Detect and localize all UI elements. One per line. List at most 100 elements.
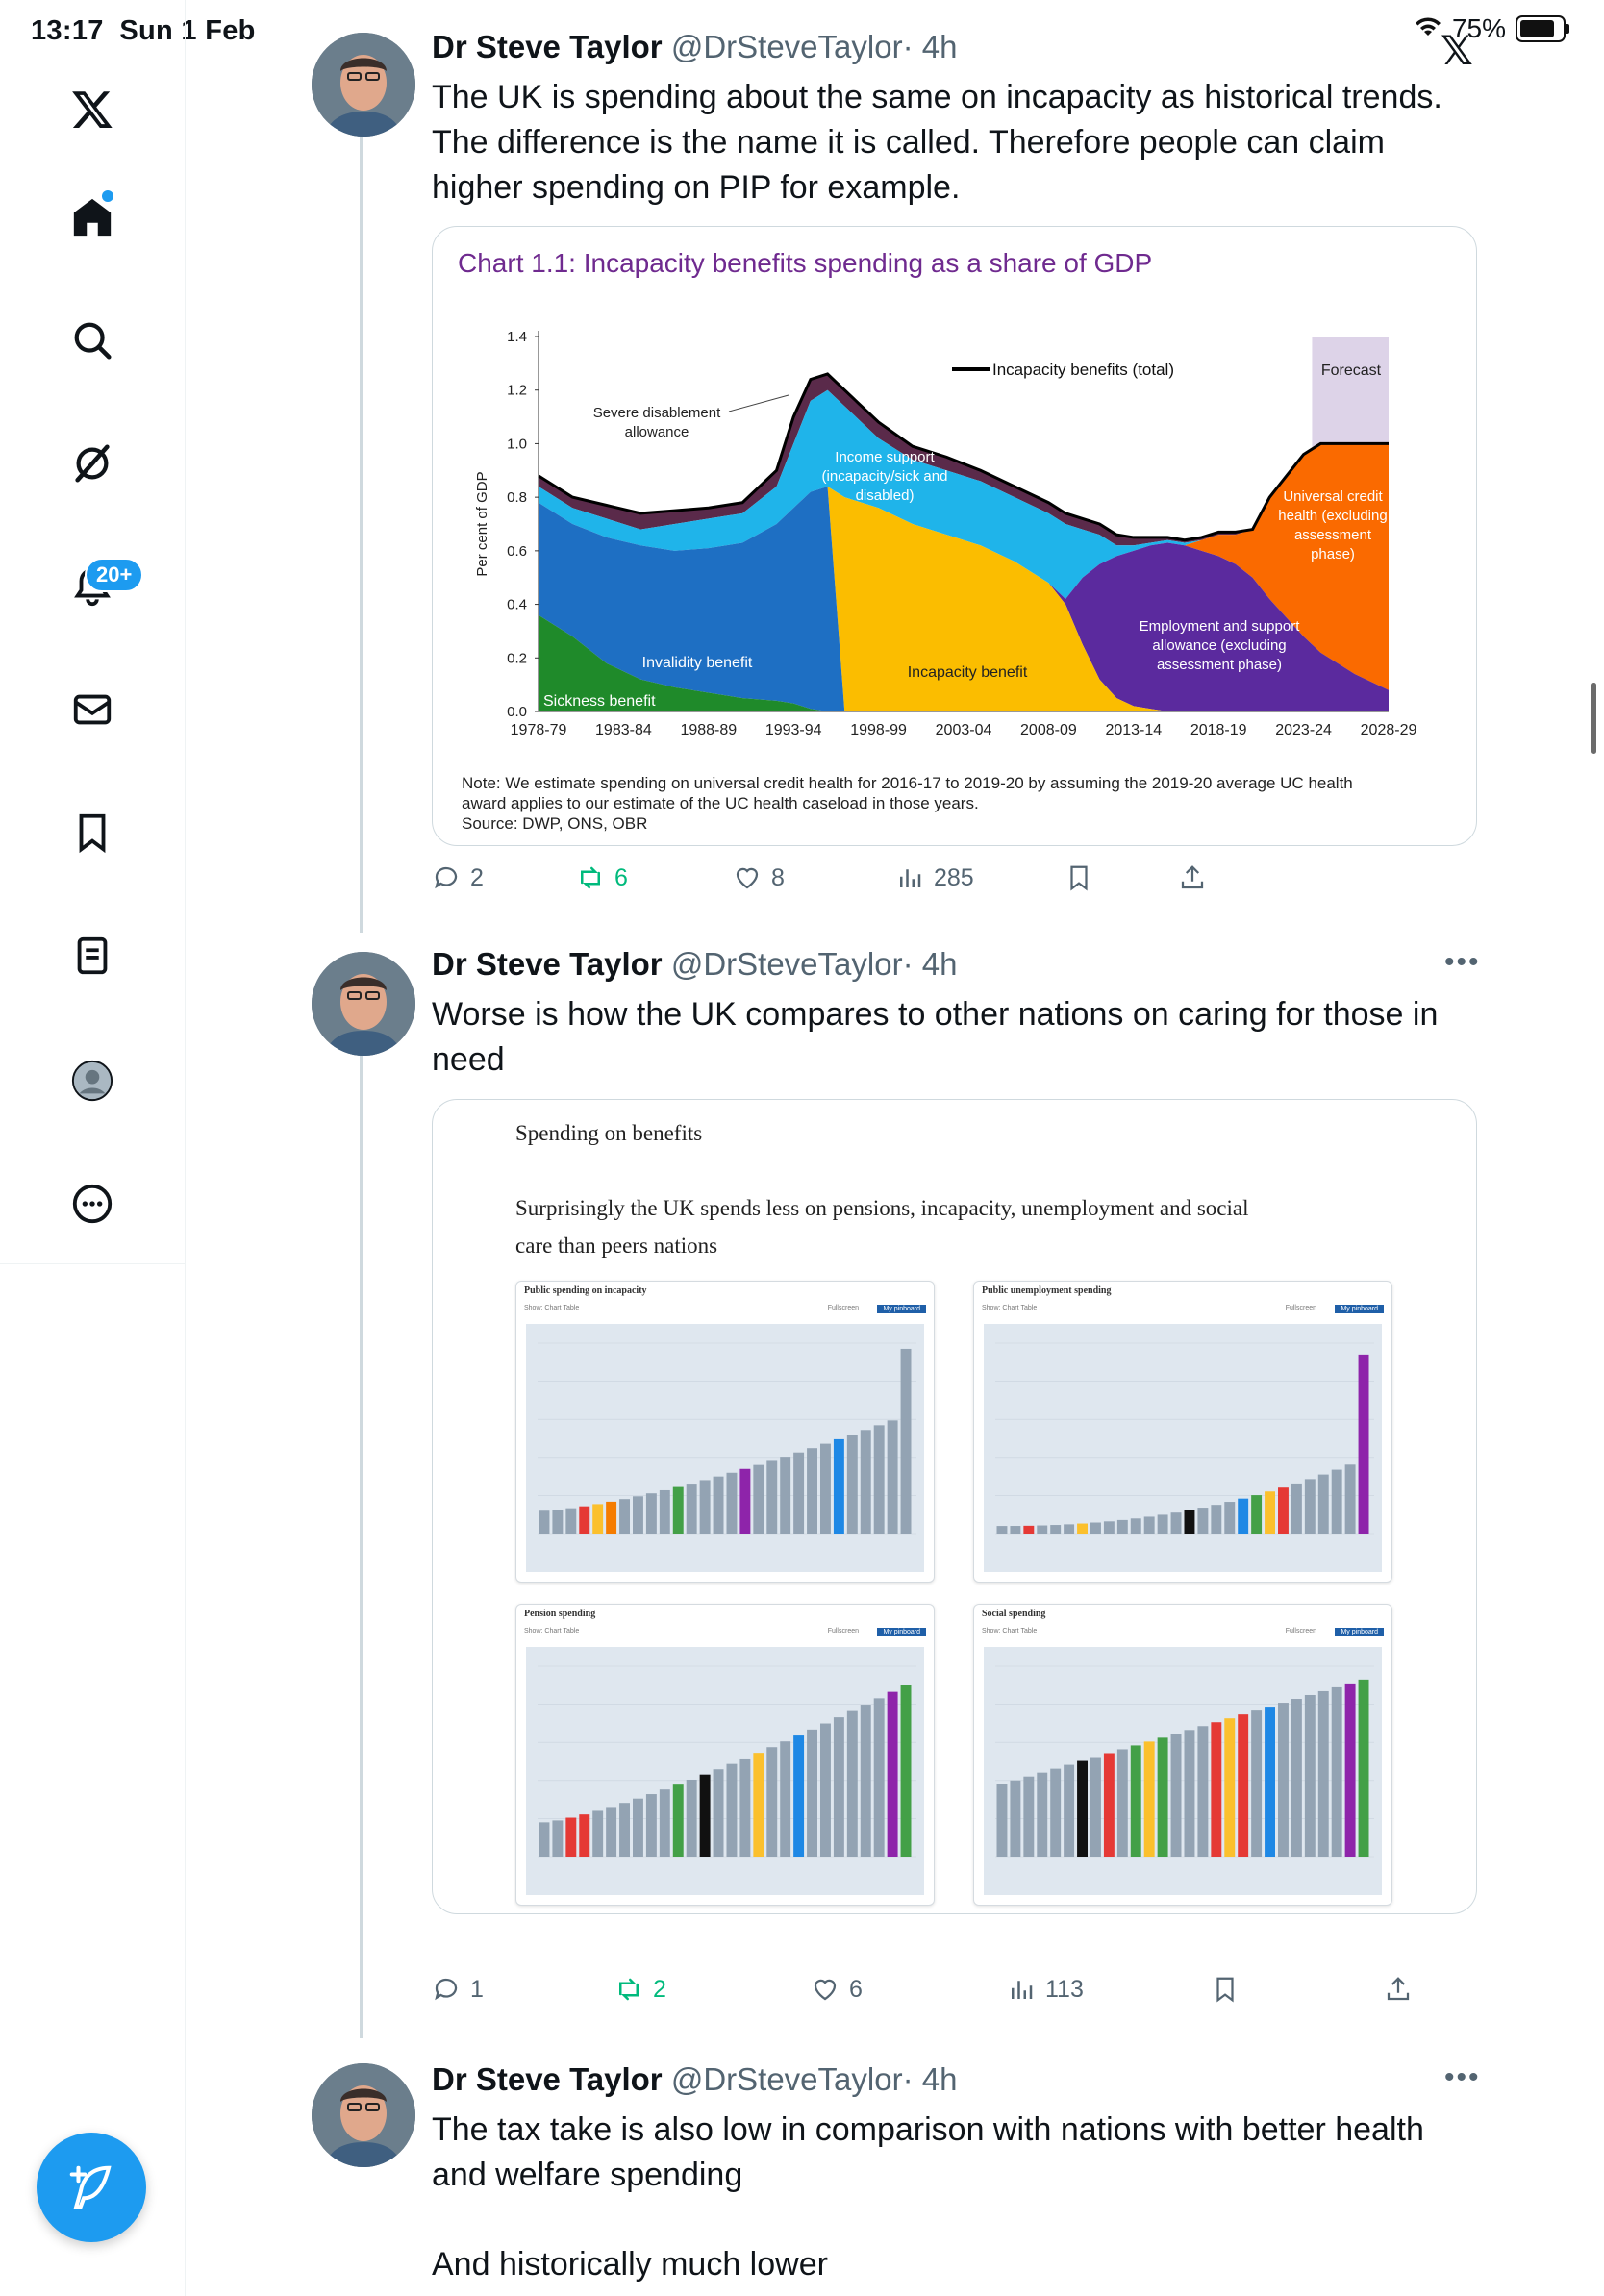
social-mini-chart[interactable]: Social spending Show: Chart Table Fullsc… <box>973 1604 1392 1906</box>
more-options-button[interactable]: ••• <box>1444 2061 1481 2093</box>
mini-bar <box>1090 1522 1101 1534</box>
author-handle[interactable]: @DrSteveTaylor <box>670 2061 903 2097</box>
pension-mini-chart[interactable]: Pension spending Show: Chart Table Fulls… <box>515 1604 935 1906</box>
scrollbar[interactable] <box>1591 683 1596 754</box>
label-invalidity-benefit: Invalidity benefit <box>642 655 753 671</box>
author-name[interactable]: Dr Steve Taylor <box>432 29 663 64</box>
mini-bar <box>873 1425 885 1534</box>
messages-envelope-icon[interactable] <box>58 675 127 744</box>
like-button[interactable]: 8 <box>733 863 785 892</box>
repost-icon <box>619 1978 639 2001</box>
tweet-header: Dr Steve Taylor @DrSteveTaylor· 4h <box>432 2061 957 2098</box>
tweet-time[interactable]: · 4h <box>902 946 958 982</box>
incapacity-mini-chart[interactable]: Public spending on incapacity Show: Char… <box>515 1281 935 1583</box>
mini-bar <box>672 1486 684 1534</box>
mini-chart-title: Public unemployment spending <box>982 1285 1112 1296</box>
share-icon <box>1387 1977 1410 2001</box>
mini-bar <box>846 1710 858 1857</box>
tweet-1[interactable]: Dr Steve Taylor @DrSteveTaylor· 4h The U… <box>185 0 1604 923</box>
mini-bar <box>766 1460 778 1534</box>
repost-button[interactable]: 6 <box>576 863 628 892</box>
mini-bar <box>1358 1354 1369 1534</box>
repost-icon <box>581 866 600 889</box>
mini-bar <box>672 1784 684 1857</box>
mini-bar <box>619 1803 630 1857</box>
tweet-time[interactable]: · 4h <box>902 29 958 64</box>
author-name[interactable]: Dr Steve Taylor <box>432 2061 663 2097</box>
compose-post-button[interactable] <box>37 2133 146 2242</box>
mini-chart-tabs: Show: Chart Table Fullscreen My pinboard <box>524 1305 926 1320</box>
author-name[interactable]: Dr Steve Taylor <box>432 946 663 982</box>
reply-button[interactable]: 1 <box>432 1975 484 2004</box>
lists-icon[interactable] <box>58 921 127 990</box>
mini-bar <box>846 1435 858 1534</box>
reply-button[interactable]: 2 <box>432 863 484 892</box>
tweet-header: Dr Steve Taylor @DrSteveTaylor· 4h <box>432 946 957 983</box>
mini-bar <box>1023 1525 1035 1534</box>
share-button[interactable] <box>1178 863 1207 892</box>
status-icons: 75% <box>1414 13 1569 44</box>
y-tick-label: 0.2 <box>507 650 527 666</box>
incapacity-benefit-area <box>539 487 1389 711</box>
repost-button[interactable]: 2 <box>614 1975 666 2004</box>
more-circle-icon[interactable] <box>58 1169 127 1238</box>
bookmark-button[interactable] <box>1065 863 1093 892</box>
grok-icon[interactable] <box>58 429 127 498</box>
more-options-button[interactable]: ••• <box>1444 946 1481 978</box>
wifi-icon <box>1414 13 1442 44</box>
mini-bar <box>739 1758 751 1857</box>
spending-image-card[interactable]: Spending on benefits Surprisingly the UK… <box>432 1099 1477 1914</box>
mini-bar <box>1238 1714 1249 1857</box>
x-tick-label: 1983-84 <box>595 722 652 738</box>
mini-bar <box>1010 1526 1021 1534</box>
bookmark-button[interactable] <box>1211 1975 1240 2004</box>
like-button[interactable]: 6 <box>811 1975 863 2004</box>
bookmarks-icon[interactable] <box>58 798 127 867</box>
x-tick-label: 1978-79 <box>511 722 567 738</box>
mini-bar <box>1317 1474 1329 1534</box>
label-universal-credit: Universal credit <box>1283 488 1383 505</box>
tweet-3[interactable]: Dr Steve Taylor @DrSteveTaylor· 4h ••• T… <box>185 2029 1604 2296</box>
mini-bar <box>1224 1502 1236 1534</box>
mini-bar <box>753 1753 764 1857</box>
unemployment-mini-chart[interactable]: Public unemployment spending Show: Chart… <box>973 1281 1392 1583</box>
home-icon[interactable] <box>58 183 127 252</box>
x-logo-icon[interactable] <box>58 75 127 144</box>
views-button[interactable]: 285 <box>895 863 974 892</box>
tweet-text: The tax take is also low in comparison w… <box>432 2111 1424 2193</box>
x-logo-top[interactable]: 𝕏 <box>1441 28 1473 73</box>
search-icon[interactable] <box>58 306 127 375</box>
author-handle[interactable]: @DrSteveTaylor <box>670 29 903 64</box>
avatar[interactable] <box>312 33 415 137</box>
mini-bar <box>1184 1510 1195 1534</box>
tweet-2[interactable]: Dr Steve Taylor @DrSteveTaylor· 4h ••• W… <box>185 923 1604 2029</box>
notifications-badge: 20+ <box>85 558 144 592</box>
mini-bar <box>713 1769 724 1857</box>
sickness-benefit-area <box>539 614 1389 711</box>
y-tick-label: 0.8 <box>507 489 527 506</box>
mini-bar <box>1304 1694 1316 1857</box>
home-new-dot <box>102 190 113 202</box>
bookmark-icon <box>1216 1977 1234 2003</box>
label-sda: Severe disablement <box>593 405 721 421</box>
battery-icon <box>1516 15 1569 42</box>
mini-bar <box>793 1452 805 1534</box>
mini-bar <box>1050 1768 1062 1857</box>
views-button[interactable]: 113 <box>1007 1975 1084 2004</box>
mini-bar <box>1265 1491 1275 1534</box>
label-esa: assessment phase) <box>1157 657 1282 673</box>
chart-image-card[interactable]: Chart 1.1: Incapacity benefits spending … <box>432 226 1477 846</box>
mini-bar <box>887 1420 898 1534</box>
y-tick-label: 0.0 <box>507 704 527 720</box>
avatar[interactable] <box>312 952 415 1056</box>
x-tick-label: 1998-99 <box>850 722 907 738</box>
share-button[interactable] <box>1384 1975 1413 2004</box>
profile-avatar-icon[interactable] <box>58 1046 127 1115</box>
mini-bar <box>1291 1699 1302 1857</box>
mini-bar <box>1358 1679 1369 1857</box>
avatar[interactable] <box>312 2063 415 2167</box>
mini-bar <box>820 1443 831 1534</box>
mini-bar <box>1170 1734 1182 1857</box>
author-handle[interactable]: @DrSteveTaylor <box>670 946 903 982</box>
tweet-time[interactable]: · 4h <box>902 2061 958 2097</box>
